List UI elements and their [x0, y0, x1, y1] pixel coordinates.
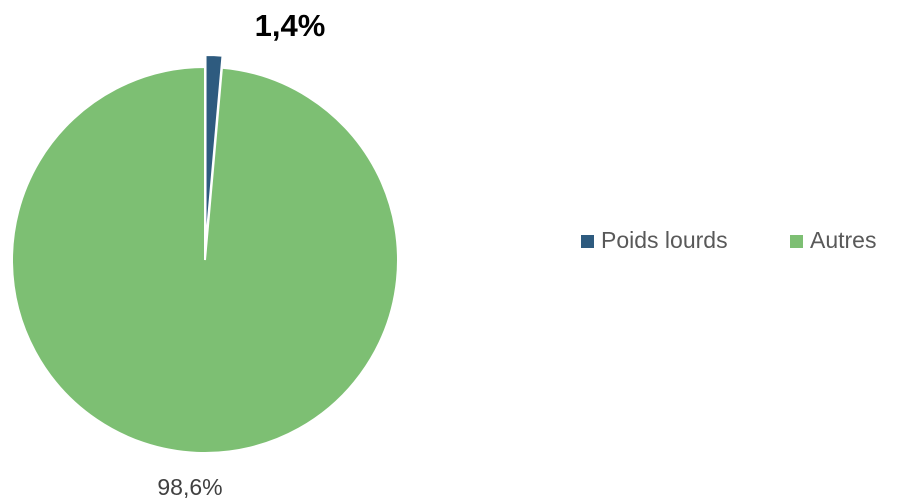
- legend-swatch: [581, 235, 594, 248]
- legend-label: Poids lourds: [601, 227, 728, 253]
- data-label: 98,6%: [157, 474, 222, 500]
- data-label: 1,4%: [255, 8, 326, 43]
- pie-slice: [11, 65, 399, 454]
- legend-label: Autres: [810, 227, 876, 253]
- legend-swatch: [790, 235, 803, 248]
